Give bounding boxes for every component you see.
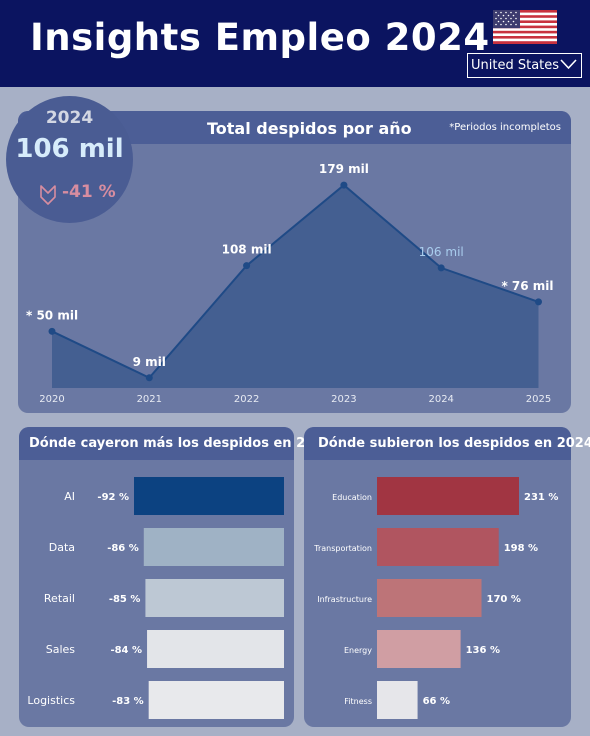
bar bbox=[377, 630, 461, 668]
country-dropdown[interactable]: United States bbox=[467, 53, 582, 78]
bar-value-label: 231 % bbox=[524, 492, 558, 503]
bar bbox=[149, 681, 284, 719]
bar-value-label: 136 % bbox=[466, 645, 500, 656]
x-tick-label: 2023 bbox=[331, 394, 356, 405]
category-label: AI bbox=[64, 490, 75, 503]
bar-value-label: 170 % bbox=[487, 594, 521, 605]
data-point bbox=[438, 264, 445, 271]
us-flag-icon bbox=[493, 10, 557, 44]
data-label: * 76 mil bbox=[501, 279, 553, 293]
bar bbox=[134, 477, 284, 515]
data-label: 106 mil bbox=[419, 245, 464, 259]
category-label: Data bbox=[49, 541, 75, 554]
bar bbox=[377, 528, 499, 566]
x-tick-label: 2025 bbox=[526, 394, 551, 405]
bar bbox=[377, 579, 482, 617]
data-point bbox=[340, 182, 347, 189]
bar bbox=[145, 579, 284, 617]
data-label: * 50 mil bbox=[26, 308, 78, 322]
declines-bar-chart: AI -92 % Data -86 % Retail -85 % Sales -84 % Log… bbox=[19, 427, 294, 727]
bar-value-label: 198 % bbox=[504, 543, 538, 554]
x-tick-label: 2020 bbox=[39, 394, 64, 405]
x-tick-label: 2022 bbox=[234, 394, 259, 405]
increases-panel: Dónde subieron los despidos en 2024 Educ… bbox=[304, 427, 571, 727]
bar bbox=[147, 630, 284, 668]
data-point bbox=[535, 298, 542, 305]
bar-value-label: -92 % bbox=[97, 492, 129, 503]
data-label: 179 mil bbox=[319, 162, 369, 176]
data-point bbox=[146, 374, 153, 381]
kpi-circle: 2024 106 mil -41 % bbox=[6, 96, 133, 223]
header-bar: Insights Empleo 2024 United States bbox=[0, 0, 590, 87]
declines-panel: Dónde cayeron más los despidos en 2024 A… bbox=[19, 427, 294, 727]
x-tick-label: 2024 bbox=[428, 394, 453, 405]
category-label: Retail bbox=[44, 592, 75, 605]
bar bbox=[377, 477, 519, 515]
bar-value-label: 66 % bbox=[423, 696, 450, 707]
chevron-down-icon bbox=[560, 57, 577, 71]
x-tick-label: 2021 bbox=[137, 394, 162, 405]
kpi-value: 106 mil bbox=[6, 134, 133, 164]
category-label: Education bbox=[332, 493, 372, 502]
data-point bbox=[243, 262, 250, 269]
data-label: 108 mil bbox=[222, 243, 272, 257]
bar bbox=[144, 528, 284, 566]
category-label: Logistics bbox=[27, 694, 75, 707]
data-label: 9 mil bbox=[133, 355, 166, 369]
category-label: Fitness bbox=[344, 697, 372, 706]
bar-value-label: -83 % bbox=[112, 696, 144, 707]
area-fill bbox=[52, 185, 539, 388]
category-label: Energy bbox=[344, 646, 372, 655]
category-label: Transportation bbox=[313, 544, 372, 553]
bar-value-label: -84 % bbox=[110, 645, 142, 656]
page-title: Insights Empleo 2024 bbox=[30, 16, 490, 59]
kpi-year: 2024 bbox=[6, 108, 133, 128]
category-label: Infrastructure bbox=[317, 595, 372, 604]
category-label: Sales bbox=[46, 643, 76, 656]
bar bbox=[377, 681, 418, 719]
increases-bar-chart: Education 231 % Transportation 198 % Infrast… bbox=[304, 427, 571, 727]
down-chevron-icon bbox=[38, 184, 58, 206]
bar-value-label: -86 % bbox=[107, 543, 139, 554]
country-dropdown-value: United States bbox=[471, 58, 559, 73]
data-point bbox=[49, 328, 56, 335]
bar-value-label: -85 % bbox=[109, 594, 141, 605]
kpi-change: -41 % bbox=[62, 182, 116, 202]
